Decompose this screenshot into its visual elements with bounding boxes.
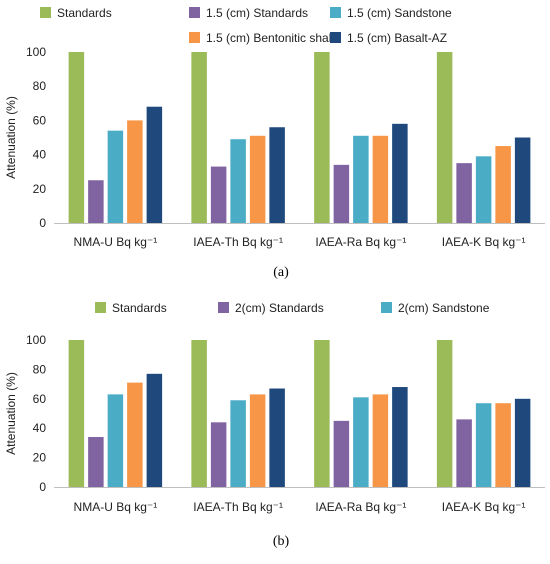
bar bbox=[127, 120, 143, 223]
y-axis-title: Attenuation (%) bbox=[4, 96, 18, 179]
legend-swatch bbox=[330, 7, 341, 18]
y-axis: 0 20 40 60 80 100 bbox=[26, 45, 46, 230]
legend-label: Standards bbox=[112, 301, 167, 315]
legend-item: 1.5 (cm) Sandstone bbox=[330, 6, 452, 20]
legend-item: 1.5 (cm) Bentonitic shale bbox=[189, 31, 338, 45]
x-category-label: NMA-U Bq kg⁻¹ bbox=[74, 235, 158, 249]
bar bbox=[314, 52, 330, 223]
bar bbox=[333, 164, 350, 223]
y-tick-label: 20 bbox=[33, 182, 47, 196]
legend-swatch bbox=[330, 32, 341, 43]
x-category-label: IAEA-Ra Bq kg⁻¹ bbox=[315, 235, 406, 249]
legend-swatch bbox=[218, 302, 229, 313]
bar bbox=[107, 130, 124, 223]
bar bbox=[495, 403, 511, 487]
bar bbox=[249, 394, 266, 487]
bar bbox=[475, 156, 492, 223]
x-category-label: IAEA-K Bq kg⁻¹ bbox=[442, 235, 526, 249]
bar bbox=[392, 123, 408, 223]
legend-item: 2(cm) Sandstone bbox=[381, 301, 490, 315]
y-tick-label: 100 bbox=[26, 45, 46, 59]
bar bbox=[230, 400, 246, 487]
legend-label: 1.5 (cm) Bentonitic shale bbox=[206, 31, 338, 45]
bar bbox=[107, 394, 124, 487]
bar bbox=[249, 135, 266, 223]
bar bbox=[146, 373, 163, 487]
bar bbox=[333, 420, 350, 487]
legend-item: 1.5 (cm) Standards bbox=[189, 6, 308, 20]
bar bbox=[269, 388, 285, 487]
y-axis: 0 20 40 60 80 100 bbox=[26, 333, 46, 494]
chart-panel-b: Standards 2(cm) Standards 2(cm) Sandstone 0… bbox=[4, 301, 545, 549]
bar bbox=[436, 340, 453, 487]
y-tick-label: 20 bbox=[33, 451, 47, 465]
y-tick-label: 60 bbox=[33, 113, 47, 127]
bar bbox=[191, 52, 207, 223]
bar bbox=[127, 382, 143, 487]
legend-label: 1.5 (cm) Sandstone bbox=[347, 6, 452, 20]
legend-label: 1.5 (cm) Standards bbox=[206, 6, 308, 20]
legend-swatch bbox=[189, 32, 200, 43]
legend-label: 2(cm) Sandstone bbox=[398, 301, 490, 315]
bars bbox=[68, 340, 531, 487]
legend-swatch bbox=[95, 302, 106, 313]
y-tick-label: 60 bbox=[33, 392, 47, 406]
bar bbox=[372, 394, 389, 487]
bar bbox=[353, 135, 369, 223]
bar bbox=[353, 397, 369, 487]
y-axis-title: Attenuation (%) bbox=[4, 372, 18, 455]
x-category-label: IAEA-Th Bq kg⁻¹ bbox=[193, 235, 283, 249]
y-tick-label: 40 bbox=[33, 421, 47, 435]
x-category-label: IAEA-Th Bq kg⁻¹ bbox=[193, 500, 283, 514]
bar bbox=[372, 135, 389, 223]
bar bbox=[436, 52, 453, 223]
bar bbox=[210, 422, 227, 487]
legend: Standards 2(cm) Standards 2(cm) Sandstone bbox=[95, 301, 490, 315]
legend-label: 2(cm) Standards bbox=[235, 301, 324, 315]
legend-swatch bbox=[40, 7, 51, 18]
bar bbox=[456, 163, 472, 223]
y-tick-label: 0 bbox=[39, 480, 46, 494]
bar bbox=[88, 180, 104, 223]
legend-label: 1.5 (cm) Basalt-AZ bbox=[347, 31, 447, 45]
legend-item: Standards bbox=[40, 6, 112, 20]
bar bbox=[514, 398, 531, 487]
bar bbox=[88, 437, 104, 487]
legend-item: 2(cm) Standards bbox=[218, 301, 324, 315]
y-tick-label: 80 bbox=[33, 362, 47, 376]
bars bbox=[68, 52, 531, 223]
bar bbox=[514, 137, 531, 223]
bar bbox=[146, 106, 163, 223]
bar bbox=[475, 403, 492, 487]
legend-item: 1.5 (cm) Basalt-AZ bbox=[330, 31, 447, 45]
bar bbox=[392, 387, 408, 487]
chart-panel-a: Standards 1.5 (cm) Standards 1.5 (cm) Sand… bbox=[4, 6, 545, 280]
legend: Standards 1.5 (cm) Standards 1.5 (cm) Sand… bbox=[40, 6, 452, 45]
legend-swatch bbox=[381, 302, 392, 313]
bar bbox=[456, 419, 472, 487]
x-category-label: IAEA-K Bq kg⁻¹ bbox=[442, 500, 526, 514]
y-tick-label: 80 bbox=[33, 79, 47, 93]
legend-swatch bbox=[189, 7, 200, 18]
bar bbox=[314, 340, 330, 487]
y-tick-label: 0 bbox=[39, 216, 46, 230]
bar bbox=[210, 166, 227, 223]
bar bbox=[495, 146, 511, 223]
y-tick-label: 100 bbox=[26, 333, 46, 347]
panel-label: (b) bbox=[273, 534, 290, 549]
bar bbox=[230, 139, 246, 223]
panel-label: (a) bbox=[273, 265, 289, 280]
legend-item: Standards bbox=[95, 301, 167, 315]
bar bbox=[191, 340, 207, 487]
bar bbox=[68, 340, 85, 487]
y-tick-label: 40 bbox=[33, 148, 47, 162]
legend-label: Standards bbox=[57, 6, 112, 20]
x-category-label: IAEA-Ra Bq kg⁻¹ bbox=[315, 500, 406, 514]
bar bbox=[68, 52, 85, 223]
x-category-label: NMA-U Bq kg⁻¹ bbox=[74, 500, 158, 514]
bar bbox=[269, 127, 285, 223]
